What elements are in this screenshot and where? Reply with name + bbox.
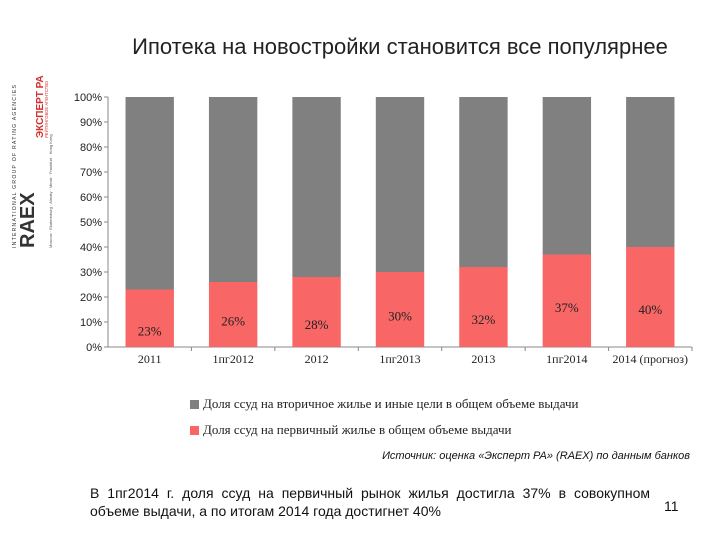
bar-secondary bbox=[208, 97, 258, 282]
data-label: 32% bbox=[472, 312, 496, 327]
logo-sub-text: РЕЙТИНГОВОЕ АГЕНТСТВО bbox=[44, 80, 49, 138]
bar-primary bbox=[542, 254, 592, 347]
y-tick-label: 50% bbox=[80, 217, 102, 229]
bar-primary bbox=[125, 289, 174, 347]
x-tick-label: 1пг2012 bbox=[212, 352, 253, 366]
y-tick-label: 80% bbox=[80, 142, 102, 154]
x-tick-label: 2012 bbox=[305, 352, 329, 366]
bar-secondary bbox=[626, 97, 675, 247]
data-label: 37% bbox=[555, 300, 579, 315]
y-tick-label: 0% bbox=[86, 342, 102, 354]
y-tick-label: 30% bbox=[80, 267, 102, 279]
bar-primary bbox=[459, 267, 508, 347]
y-tick-label: 90% bbox=[80, 117, 102, 129]
bar-primary bbox=[626, 247, 675, 347]
legend-swatch-primary bbox=[190, 425, 199, 435]
y-tick-label: 40% bbox=[80, 242, 102, 254]
y-tick-label: 100% bbox=[74, 92, 102, 104]
y-tick-label: 60% bbox=[80, 192, 102, 204]
data-label: 23% bbox=[138, 323, 162, 338]
x-tick-label: 1пг2014 bbox=[546, 352, 587, 366]
data-label: 26% bbox=[221, 314, 245, 329]
logo-expert-text: ЭКСПЕРТ РА bbox=[35, 75, 46, 138]
logo-group-text: INTERNATIONAL GROUP OF RATING AGENCIES bbox=[12, 84, 18, 248]
y-tick-label: 70% bbox=[80, 167, 102, 179]
y-tick-label: 20% bbox=[80, 292, 102, 304]
footer-text: В 1пг2014 г. доля ссуд на первичный рыно… bbox=[90, 485, 650, 519]
stacked-bar-chart: 0% 10% 20% 30% 40% 50% 60% 70% 80% 90% 100% 2011 23%… bbox=[74, 92, 693, 366]
bar-primary bbox=[375, 272, 425, 347]
legend-label-primary: Доля ссуд на первичный жилье в общем объ… bbox=[203, 422, 512, 437]
data-label: 28% bbox=[305, 317, 329, 332]
legend-item-secondary: Доля ссуд на вторичное жилье и иные цели… bbox=[190, 396, 578, 412]
logo-cities-text: Moscow · Ekaterinburg · Almaty · Minsk ·… bbox=[48, 134, 53, 248]
slide-title: Ипотека на новостройки становится все по… bbox=[132, 34, 668, 59]
bar-primary bbox=[208, 282, 258, 347]
x-tick-label: 1пг2013 bbox=[379, 352, 420, 366]
legend-label-secondary: Доля ссуд на вторичное жилье и иные цели… bbox=[203, 396, 579, 411]
bar-secondary bbox=[292, 97, 341, 277]
bar-secondary bbox=[375, 97, 425, 272]
data-label: 40% bbox=[638, 302, 662, 317]
logo-main-text: RAEX bbox=[17, 192, 39, 248]
bar-secondary bbox=[542, 97, 592, 255]
bar-secondary bbox=[125, 97, 174, 290]
legend-swatch-secondary bbox=[190, 399, 199, 409]
bar-secondary bbox=[459, 97, 508, 267]
raex-logo: INTERNATIONAL GROUP OF RATING AGENCIES R… bbox=[12, 75, 53, 248]
data-label: 30% bbox=[388, 309, 412, 324]
page-number: 11 bbox=[664, 498, 679, 514]
bar-primary bbox=[292, 277, 341, 347]
x-tick-label: 2013 bbox=[471, 352, 495, 366]
x-tick-label: 2014 (прогноз) bbox=[613, 352, 689, 366]
y-tick-label: 10% bbox=[80, 317, 102, 329]
x-tick-label: 2011 bbox=[138, 352, 162, 366]
legend-item-primary: Доля ссуд на первичный жилье в общем объ… bbox=[190, 422, 511, 438]
source-note: Источник: оценка «Эксперт РА» (RAEX) по … bbox=[382, 450, 690, 462]
